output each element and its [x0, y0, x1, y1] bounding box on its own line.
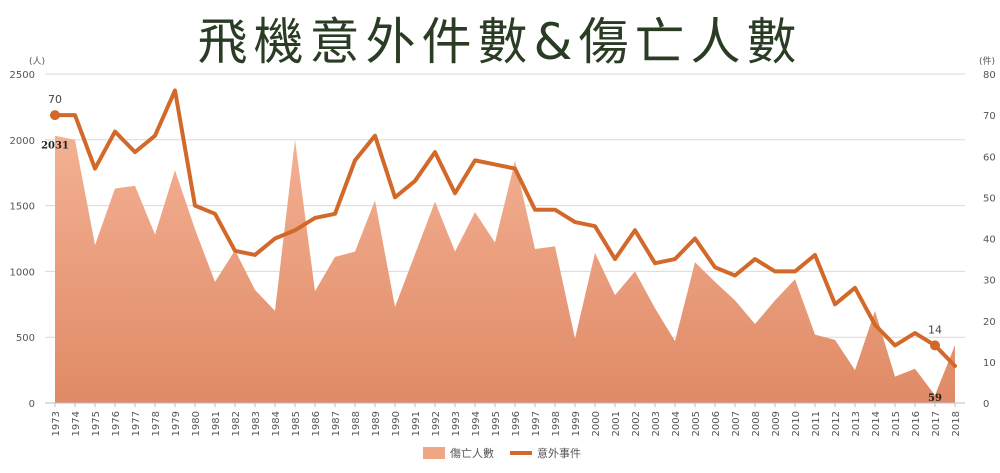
x-tick-label: 2011 — [811, 411, 822, 436]
incidents-point-marker — [50, 110, 60, 121]
x-tick-label: 1991 — [411, 411, 422, 436]
right-tick-label: 0 — [983, 399, 989, 410]
left-axis-unit: (人) — [29, 56, 45, 67]
x-tick-label: 1984 — [271, 411, 282, 436]
casualties-data-label: 59 — [928, 393, 942, 404]
legend-swatch-casualties — [423, 447, 445, 459]
x-tick-label: 2007 — [731, 411, 742, 436]
x-tick-label: 1996 — [511, 411, 522, 436]
x-tick-label: 1978 — [151, 411, 162, 436]
axes: 0 500 1000 1500 2000 2500 0 10 20 30 40 50 60 70 80 (人)… — [10, 55, 996, 436]
legend: 傷亡人數 意外事件 — [423, 446, 581, 460]
x-tick-label: 2008 — [751, 411, 762, 436]
x-tick-label: 1997 — [531, 411, 542, 436]
incidents-data-label: 14 — [928, 323, 942, 336]
x-tick-label: 1976 — [111, 411, 122, 436]
x-tick-label: 1990 — [391, 411, 402, 436]
x-tick-label: 1985 — [291, 411, 302, 436]
x-tick-label: 1999 — [571, 411, 582, 436]
x-tick-label: 2004 — [671, 411, 682, 436]
x-tick-label: 1980 — [191, 411, 202, 436]
left-tick-label: 2500 — [10, 70, 35, 81]
left-tick-label: 2000 — [10, 136, 35, 147]
x-tick-label: 1975 — [91, 411, 102, 436]
x-tick-label: 2009 — [771, 411, 782, 436]
left-tick-label: 0 — [29, 399, 35, 410]
right-tick-label: 30 — [983, 276, 996, 287]
right-axis-unit: (件) — [979, 55, 995, 67]
x-tick-label: 1995 — [491, 411, 502, 436]
x-tick-label: 2016 — [911, 411, 922, 436]
x-tick-label: 2014 — [871, 411, 882, 436]
right-tick-label: 70 — [983, 111, 996, 122]
incidents-data-label: 70 — [48, 93, 62, 106]
x-tick-label: 2002 — [631, 411, 642, 436]
casualties-area — [55, 135, 955, 403]
chart-title: 飛機意外件數&傷亡人數 — [197, 13, 803, 71]
x-tick-label: 1992 — [431, 411, 442, 436]
right-tick-label: 20 — [983, 317, 996, 328]
x-tick-label: 1982 — [231, 411, 242, 436]
right-tick-label: 40 — [983, 235, 996, 246]
legend-label-incidents: 意外事件 — [537, 446, 581, 460]
x-tick-label: 1977 — [131, 411, 142, 436]
x-tick-label: 1998 — [551, 411, 562, 436]
x-tick-label: 2018 — [951, 411, 962, 436]
incidents-line-series — [53, 88, 957, 368]
x-tick-label: 1983 — [251, 411, 262, 436]
incidents-point-marker — [930, 340, 940, 351]
right-tick-label: 60 — [983, 152, 996, 163]
x-tick-label: 1989 — [371, 411, 382, 436]
incidents-line — [53, 88, 957, 368]
x-tick-label: 1974 — [71, 411, 82, 436]
right-tick-label: 50 — [983, 193, 996, 204]
x-tick-label: 1981 — [211, 411, 222, 436]
x-tick-label: 2000 — [591, 411, 602, 436]
x-tick-label: 1986 — [311, 411, 322, 436]
left-tick-label: 500 — [16, 333, 35, 344]
x-tick-label: 2013 — [851, 411, 862, 436]
x-tick-label: 1973 — [51, 411, 62, 436]
x-tick-label: 2010 — [791, 411, 802, 436]
x-tick-label: 2001 — [611, 411, 622, 436]
x-tick-label: 2017 — [931, 411, 942, 436]
left-tick-label: 1500 — [10, 202, 35, 213]
x-tick-label: 2005 — [691, 411, 702, 436]
data-labels: 70 2031 14 59 — [41, 93, 942, 404]
x-tick-label: 1994 — [471, 411, 482, 436]
casualties-area-series — [55, 135, 955, 403]
right-tick-label: 10 — [983, 358, 996, 369]
x-tick-label: 1987 — [331, 411, 342, 436]
legend-label-casualties: 傷亡人數 — [450, 446, 494, 460]
x-tick-label: 1979 — [171, 411, 182, 436]
x-tick-label: 1993 — [451, 411, 462, 436]
x-tick-label: 1988 — [351, 411, 362, 436]
x-tick-label: 2003 — [651, 411, 662, 436]
x-tick-label: 2006 — [711, 411, 722, 436]
right-tick-label: 80 — [983, 70, 996, 81]
x-tick-label: 2015 — [891, 411, 902, 436]
casualties-data-label: 2031 — [41, 141, 69, 152]
left-tick-label: 1000 — [10, 267, 35, 278]
x-tick-label: 2012 — [831, 411, 842, 436]
